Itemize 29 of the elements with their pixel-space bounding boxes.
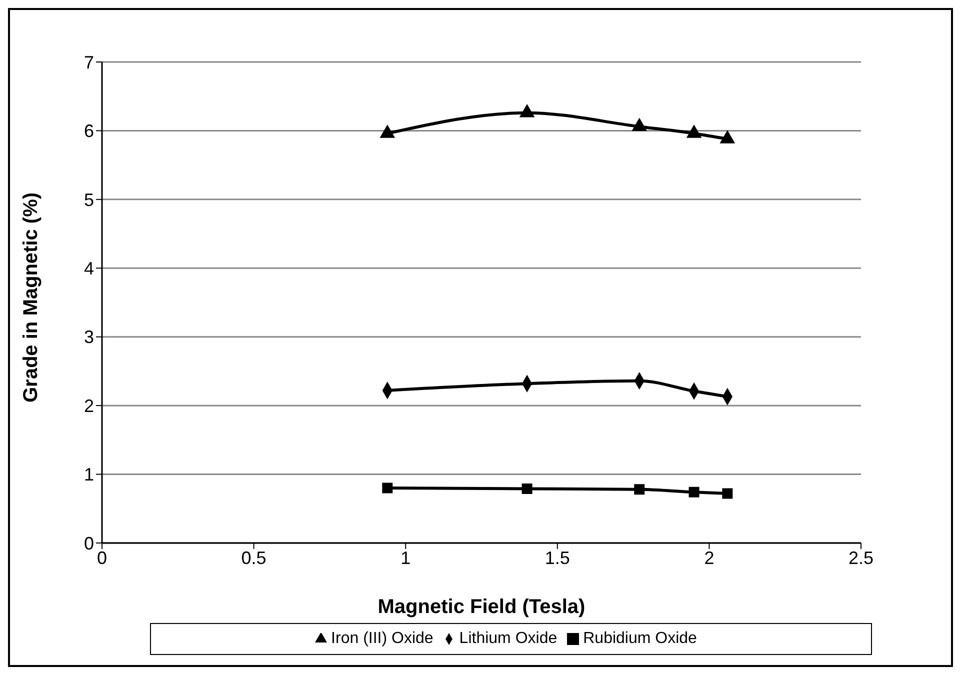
- point: [688, 486, 700, 498]
- x-tick-label: 1: [400, 548, 411, 568]
- legend-label: Rubidium Oxide: [583, 630, 697, 647]
- y-axis-title: Grade in Magnetic (%): [20, 192, 42, 402]
- point: [522, 483, 532, 494]
- y-tick-label: 1: [84, 464, 94, 485]
- point: [720, 130, 735, 144]
- point: [686, 125, 702, 138]
- point: [722, 488, 733, 499]
- y-tick-label: 5: [84, 190, 94, 210]
- legend-label: Iron (III) Oxide: [331, 630, 434, 647]
- x-axis-title: Magnetic Field (Tesla): [378, 596, 586, 618]
- point: [520, 104, 534, 118]
- x-tick-label: 1.5: [544, 548, 570, 568]
- y-tick-label: 7: [84, 52, 94, 72]
- y-tick-label: 0: [84, 533, 94, 554]
- point: [382, 482, 393, 494]
- y-tick-label: 3: [84, 327, 94, 348]
- point: [632, 118, 647, 132]
- x-tick-label: 2.5: [848, 548, 874, 568]
- point: [634, 484, 645, 495]
- x-tick-label: 0.5: [241, 548, 266, 568]
- x-tick-label: 0: [96, 548, 108, 568]
- y-tick-label: 2: [84, 396, 94, 416]
- legend-label: Lithium Oxide: [459, 630, 558, 647]
- point: [380, 125, 395, 138]
- y-tick-label: 6: [84, 121, 94, 142]
- y-tick-label: 4: [84, 258, 94, 279]
- x-tick-label: 2: [704, 548, 714, 568]
